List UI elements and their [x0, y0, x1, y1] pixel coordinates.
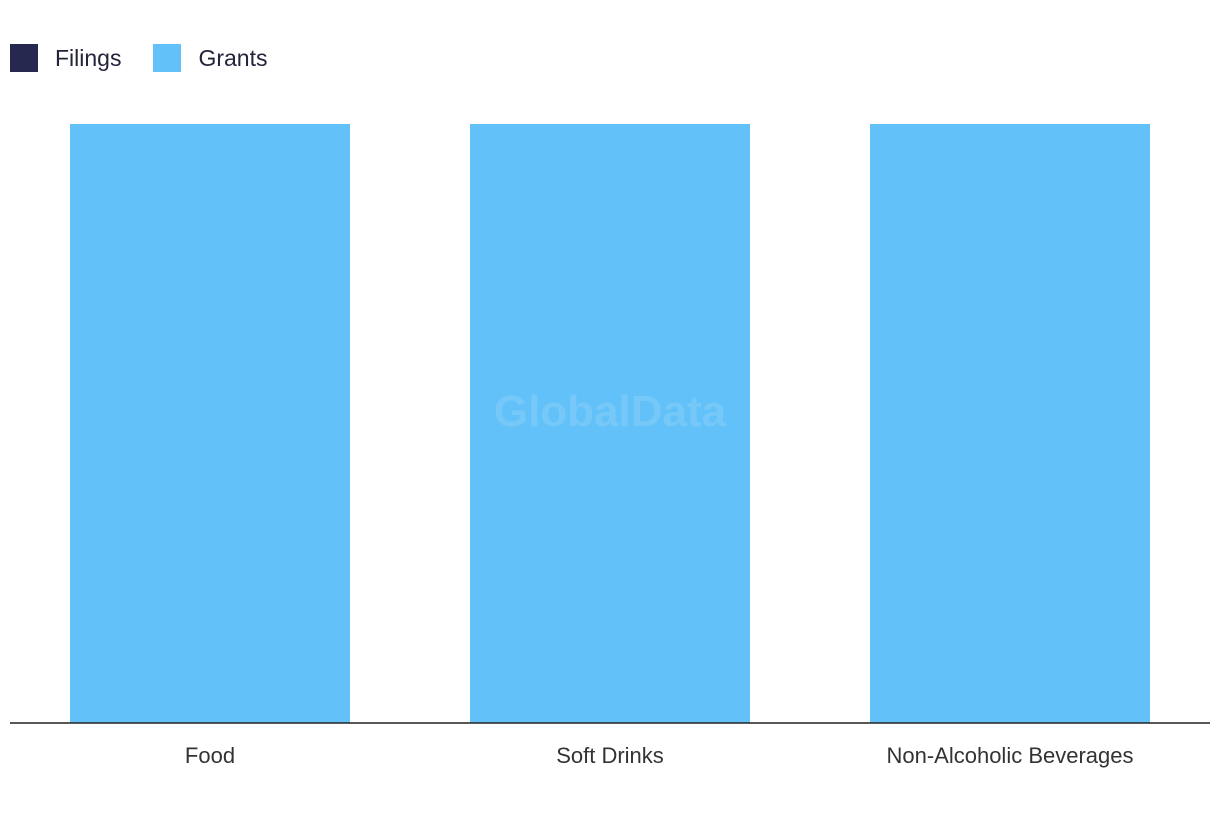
bar-grants-0[interactable] — [70, 124, 350, 723]
legend-label-filings: Filings — [55, 44, 122, 71]
bar-grants-1[interactable] — [470, 124, 750, 723]
legend-swatch-grants — [153, 44, 182, 72]
watermark-logo: GlobalData — [494, 387, 727, 436]
legend-label-grants: Grants — [198, 44, 268, 71]
legend: Filings Grants — [10, 44, 300, 72]
legend-swatch-filings — [10, 44, 38, 72]
x-tick-label: Food — [185, 743, 235, 768]
bar-grants-2[interactable] — [870, 124, 1150, 723]
x-tick-label: Soft Drinks — [556, 743, 664, 768]
x-tick-label: Non-Alcoholic Beverages — [886, 743, 1133, 768]
legend-item-grants[interactable]: Grants — [153, 44, 268, 72]
legend-item-filings[interactable]: Filings — [10, 44, 121, 72]
